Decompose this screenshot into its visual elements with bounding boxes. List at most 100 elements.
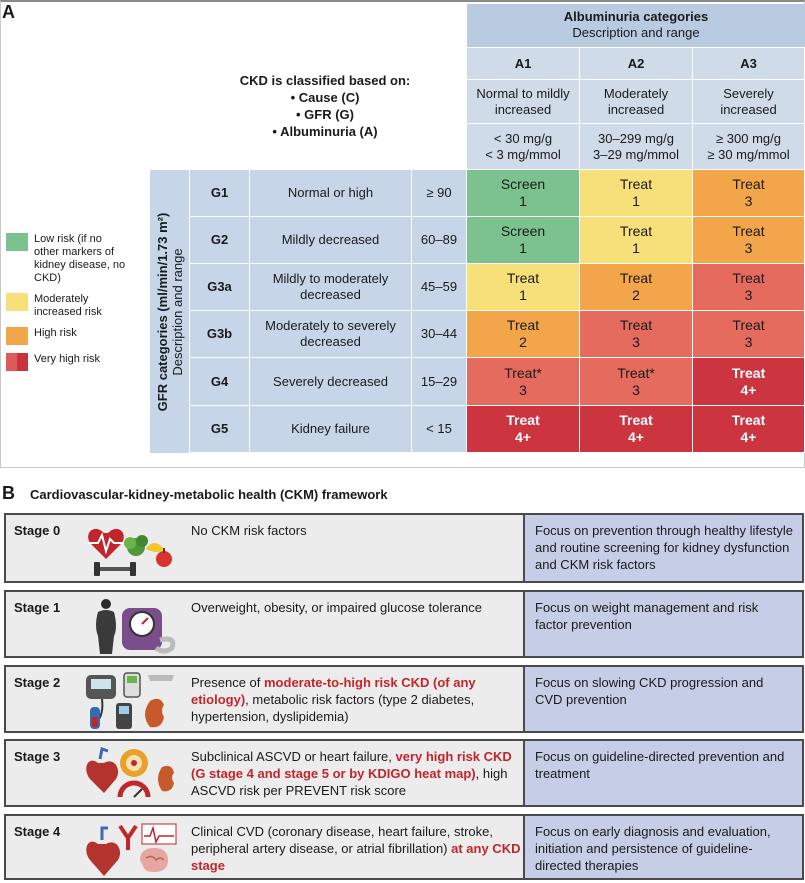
monitoring-frequency: 3 [744, 287, 753, 303]
col-a2-range-mg: 30–299 mg/g [598, 130, 674, 146]
monitoring-frequency: 3 [519, 381, 527, 398]
risk-action: Treat [732, 270, 765, 286]
risk-action: Treat [619, 270, 653, 286]
heart-food-dumbbell-icon [88, 528, 172, 576]
gfr-g5-range: < 15 [412, 406, 467, 453]
risk-cell-g4-a1: Treat* 3 [467, 358, 580, 406]
panel-b-letter: B [2, 483, 15, 503]
risk-cell-g2-a1: Screen 1 [467, 217, 580, 264]
bp-glucose-kidney-icon [86, 672, 174, 729]
risk-cell-g3b-a2: Treat 3 [580, 311, 693, 358]
risk-action: Treat [731, 412, 766, 428]
risk-cell-g2-a3: Treat 3 [693, 217, 805, 264]
gfr-g3b-range: 30–44 [412, 311, 467, 358]
col-a1-range-mmol: < 3 mg/mmol [485, 146, 561, 162]
legend-swatch-high [6, 327, 28, 345]
ckm-framework-title: Cardiovascular-kidney-metabolic health (… [30, 487, 388, 502]
gfr-g1-code: G1 [190, 170, 250, 217]
risk-action: Treat [732, 176, 765, 192]
stage-2-row: Stage 2 Presence of moderate-to-high ris… [4, 665, 804, 733]
risk-action: Treat [732, 317, 765, 333]
col-a1-range: < 30 mg/g < 3 mg/mmol [467, 124, 580, 170]
stage-1-desc-text: Overweight, obesity, or impaired glucose… [191, 600, 482, 615]
legend-label-high: High risk [34, 327, 77, 339]
criterion-cause: • Cause (C) [290, 90, 360, 105]
stage-0-row: Stage 0 No CKM risk factors Focus on pre… [4, 513, 804, 583]
legend-very-high-risk: Very high risk [6, 353, 126, 371]
gfr-g3a-range: 45–59 [412, 264, 467, 311]
col-a2-code: A2 [580, 48, 693, 80]
gfr-g1-description: Normal or high [250, 170, 412, 217]
stage-4-name: Stage 4 [14, 824, 61, 839]
risk-action: Screen [500, 223, 546, 239]
gfr-axis-label: GFR categories (ml/min/1.73 m²) Descript… [150, 170, 190, 453]
stage-3-desc-highlight: very high risk CKD (G stage 4 and stage … [191, 749, 512, 781]
monitoring-frequency: 3 [632, 381, 640, 398]
col-a2-range-mmol: 3–29 mg/mmol [593, 146, 679, 162]
gfr-g3a-description: Mildly to moderately decreased [250, 264, 412, 311]
risk-cell-g5-a2: Treat 4+ [580, 406, 693, 453]
monitoring-frequency: 3 [744, 334, 753, 350]
stage-3-row: Stage 3 Subclinical ASCVD or heart failu… [4, 739, 804, 807]
monitoring-frequency: 1 [519, 287, 527, 303]
classification-criteria: CKD is classified based on: • Cause (C) … [215, 72, 435, 140]
gfr-g2-code: G2 [190, 217, 250, 264]
monitoring-frequency: 2 [519, 334, 527, 350]
risk-action: Screen [500, 176, 546, 192]
col-a1-desc: Normal to mildly increased [467, 80, 580, 124]
col-a1-range-mg: < 30 mg/g [493, 130, 553, 146]
gfr-g3a-code: G3a [190, 264, 250, 311]
risk-cell-g3b-a1: Treat 2 [467, 311, 580, 358]
legend-swatch-low [6, 233, 28, 251]
gfr-g3b-description: Moderately to severely decreased [250, 311, 412, 358]
gfr-g2-description: Mildly decreased [250, 217, 412, 264]
risk-cell-g4-a3: Treat 4+ [693, 358, 805, 406]
risk-cell-g4-a2: Treat* 3 [580, 358, 693, 406]
heart-ecg-brain-icon [86, 823, 177, 876]
stage-3-desc-part-3: , high ASCVD risk per PREVENT risk score [191, 766, 508, 798]
monitoring-frequency: 1 [519, 240, 527, 256]
classification-heading: CKD is classified based on: [239, 73, 411, 88]
risk-cell-g2-a2: Treat 1 [580, 217, 693, 264]
gfr-g3b-code: G3b [190, 311, 250, 358]
risk-legend: Low risk (if no other markers of kidney … [6, 233, 126, 379]
stage-1-focus: Focus on weight management and risk fact… [523, 592, 802, 656]
risk-cell-g1-a1: Screen 1 [467, 170, 580, 217]
monitoring-frequency: 3 [632, 334, 640, 350]
stage-1-row: Stage 1 Overweight, obesity, or impaired… [4, 590, 804, 658]
stage-4-focus: Focus on early diagnosis and evaluation,… [523, 816, 802, 878]
stage-4-desc-part-1: Clinical CVD (coronary disease, heart fa… [191, 824, 494, 856]
monitoring-frequency: 4+ [628, 429, 644, 445]
albuminuria-header: Albuminuria categories Description and r… [467, 4, 805, 48]
stage-2-desc-part-3: , metabolic risk factors (type 2 diabete… [191, 692, 475, 724]
risk-cell-g3a-a2: Treat 2 [580, 264, 693, 311]
gfr-g4-code: G4 [190, 358, 250, 406]
stage-3-desc-part-1: Subclinical ASCVD or heart failure, [191, 749, 396, 764]
col-a2-desc: Moderately increased [580, 80, 693, 124]
legend-label-low: Low risk (if no other markers of kidney … [34, 233, 126, 284]
legend-label-very-high: Very high risk [34, 353, 101, 365]
monitoring-frequency: 3 [744, 240, 753, 256]
body-scale-tape-icon [96, 599, 176, 654]
stage-4-description: Clinical CVD (coronary disease, heart fa… [191, 823, 521, 874]
risk-cell-g3a-a3: Treat 3 [693, 264, 805, 311]
risk-action: Treat [506, 270, 540, 286]
monitoring-frequency: 4+ [740, 429, 757, 445]
col-a1-code: A1 [467, 48, 580, 80]
monitoring-frequency: 4+ [740, 381, 757, 398]
stage-3-name: Stage 3 [14, 749, 61, 764]
stage-4-row: Stage 4 Clinical CVD (coronary disease, … [4, 814, 804, 880]
stage-2-desc-part-1: Presence of [191, 675, 264, 690]
col-a3-range-mg: ≥ 300 mg/g [716, 130, 781, 146]
heart-artery-gauge-kidney-icon [86, 747, 174, 798]
gfr-g4-range: 15–29 [412, 358, 467, 406]
stage-2-desc-highlight: moderate-to-high risk CKD (of any etiolo… [191, 675, 476, 707]
legend-label-moderate: Moderately increased risk [34, 293, 102, 318]
risk-action: Treat [731, 364, 766, 381]
risk-action: Treat [619, 223, 653, 239]
gfr-g5-description: Kidney failure [250, 406, 412, 453]
risk-action: Treat [619, 176, 653, 192]
risk-cell-g1-a2: Treat 1 [580, 170, 693, 217]
monitoring-frequency: 3 [744, 193, 753, 209]
stage-3-focus: Focus on guideline-directed prevention a… [523, 741, 802, 805]
